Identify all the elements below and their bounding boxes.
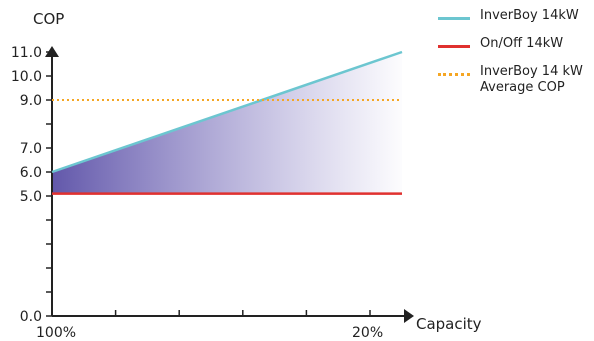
- cop-gain-area: [52, 52, 402, 194]
- y-axis-title: COP: [33, 10, 64, 28]
- y-tick-label: 6.0: [20, 165, 42, 181]
- y-tick-label: 9.0: [20, 93, 42, 109]
- y-tick-label: 10.0: [11, 69, 42, 85]
- x-tick-label: 100%: [36, 325, 76, 341]
- legend-swatch-average: [438, 73, 470, 76]
- legend-swatch-onoff: [438, 45, 470, 48]
- legend-item-inverboy: InverBoy 14kW: [438, 8, 594, 24]
- legend-swatch-inverboy: [438, 17, 470, 20]
- y-tick-label: 0.0: [20, 309, 42, 325]
- x-tick-label: 20%: [352, 325, 383, 341]
- legend-label-onoff: On/Off 14kW: [480, 36, 564, 51]
- legend-item-onoff: On/Off 14kW: [438, 36, 594, 52]
- x-axis-arrow: [404, 309, 414, 323]
- legend-item-average: InverBoy 14 kW Average COP: [438, 64, 594, 96]
- y-tick-label: 11.0: [11, 45, 42, 61]
- y-tick-label: 7.0: [20, 141, 42, 157]
- legend-label-inverboy: InverBoy 14kW: [480, 8, 579, 23]
- y-tick-label: 5.0: [20, 189, 42, 205]
- legend: InverBoy 14kW On/Off 14kW InverBoy 14 kW…: [438, 8, 594, 108]
- inverboy-line: [51, 50, 403, 174]
- x-axis-title: Capacity: [416, 315, 482, 333]
- legend-label-average: InverBoy 14 kW Average COP: [480, 64, 583, 95]
